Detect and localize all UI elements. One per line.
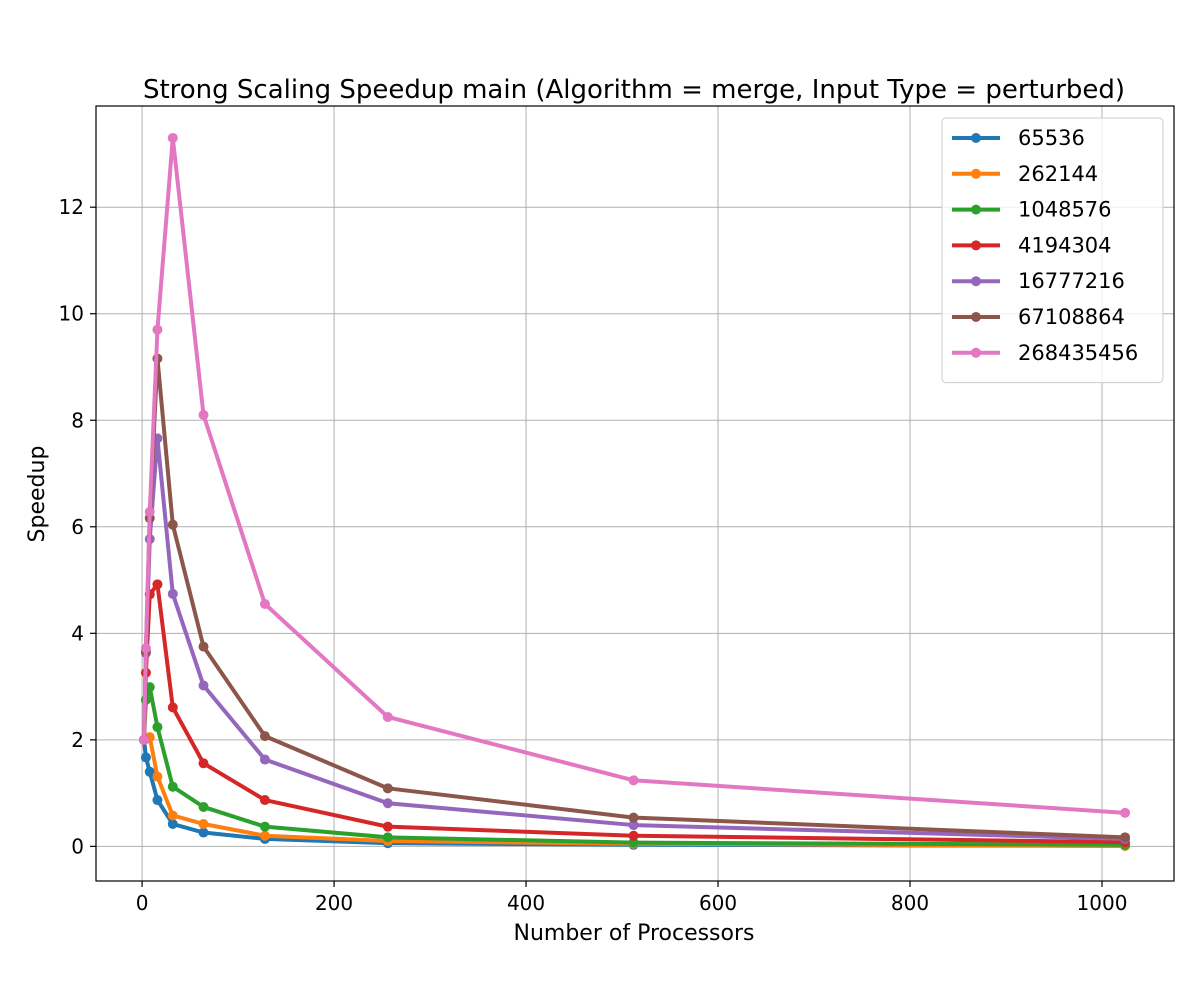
legend-marker [971, 312, 981, 322]
x-tick-label: 1000 [1077, 891, 1128, 915]
data-point [198, 680, 209, 691]
data-point [152, 722, 163, 733]
data-point [167, 588, 178, 599]
data-point [259, 754, 270, 765]
data-point [382, 783, 393, 794]
legend-marker [971, 204, 981, 215]
legend-item: 67108864 [952, 305, 1125, 329]
data-point [167, 132, 178, 143]
series-4194304 [138, 579, 1131, 848]
data-point [140, 643, 151, 654]
data-point [152, 795, 163, 806]
data-point [382, 711, 393, 722]
data-point [167, 781, 178, 792]
y-axis: 0 2 4 6 8 10 12 [59, 195, 96, 858]
legend-label: 67108864 [1018, 305, 1125, 329]
data-point [144, 506, 155, 517]
data-point [152, 579, 163, 590]
legend-label: 65536 [1018, 126, 1085, 150]
y-tick-label: 6 [71, 515, 84, 539]
plot-frame [95, 105, 1175, 882]
data-point [198, 409, 209, 420]
data-point [628, 775, 639, 786]
y-tick-label: 10 [59, 302, 84, 326]
legend-marker [971, 240, 981, 251]
legend-item: 4194304 [952, 233, 1112, 257]
series-268435456 [138, 132, 1131, 818]
data-point [382, 798, 393, 809]
data-point [1120, 832, 1131, 843]
legend-label: 262144 [1018, 162, 1098, 186]
data-point [259, 731, 270, 742]
data-point [167, 702, 178, 713]
data-point [382, 832, 393, 843]
legend-label: 16777216 [1018, 269, 1125, 293]
legend-marker [971, 133, 981, 143]
y-tick-label: 0 [71, 834, 84, 858]
data-point [144, 766, 155, 777]
data-point [167, 810, 178, 821]
legend-label: 1048576 [1018, 198, 1112, 222]
x-tick-label: 200 [315, 891, 353, 915]
x-axis: 0 200 400 600 800 1000 [136, 881, 1128, 915]
y-tick-label: 12 [59, 195, 84, 219]
data-point [140, 752, 151, 763]
data-point [152, 324, 163, 335]
data-point [382, 821, 393, 832]
data-point [628, 812, 639, 823]
legend-label: 268435456 [1018, 341, 1138, 365]
series-line [142, 135, 1126, 815]
y-tick-label: 2 [71, 728, 84, 752]
data-point [628, 837, 639, 848]
legend-marker [971, 168, 981, 179]
data-point [138, 734, 149, 745]
plot-area [138, 132, 1131, 851]
x-tick-label: 0 [136, 891, 149, 915]
data-point [628, 820, 639, 831]
data-point [152, 771, 163, 782]
legend-item: 1048576 [952, 198, 1112, 222]
chart-title: Strong Scaling Speedup main (Algorithm =… [143, 75, 1125, 105]
y-tick-label: 4 [71, 621, 84, 645]
x-axis-label: Number of Processors [514, 921, 755, 946]
data-point [259, 599, 270, 610]
data-point [259, 830, 270, 841]
legend-item: 16777216 [952, 269, 1125, 293]
data-point [198, 819, 209, 830]
data-point [198, 801, 209, 812]
legend-marker [971, 276, 981, 287]
data-point [198, 827, 209, 838]
y-axis-label: Speedup [25, 446, 50, 543]
data-point [167, 519, 178, 530]
x-tick-label: 400 [507, 891, 545, 915]
x-tick-label: 600 [699, 891, 737, 915]
data-point [198, 758, 209, 769]
x-tick-label: 800 [891, 891, 929, 915]
legend-item: 65536 [952, 126, 1085, 150]
series-line [142, 685, 1126, 847]
legend-item: 268435456 [952, 341, 1138, 365]
legend: 65536 262144 1048576 4194304 16777216 6710886… [941, 117, 1164, 384]
legend-label: 4194304 [1018, 233, 1112, 257]
legend-marker [971, 347, 981, 358]
series-line [142, 356, 1126, 840]
data-point [259, 821, 270, 832]
data-point [167, 819, 178, 830]
data-point [1120, 807, 1131, 818]
y-tick-label: 8 [71, 408, 84, 432]
data-point [628, 830, 639, 841]
data-point [259, 795, 270, 806]
legend-item: 262144 [952, 162, 1098, 186]
data-point [198, 641, 209, 652]
